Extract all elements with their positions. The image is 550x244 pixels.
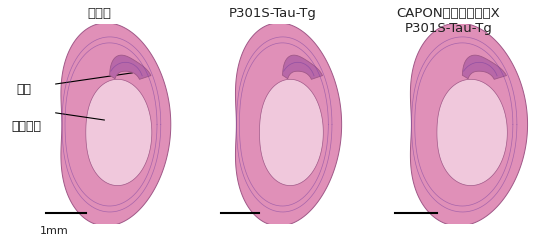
Polygon shape: [61, 23, 170, 226]
Polygon shape: [235, 23, 342, 226]
Polygon shape: [463, 55, 507, 79]
Text: CAPONノックアウトX
P301S-Tau-Tg: CAPONノックアウトX P301S-Tau-Tg: [397, 7, 500, 35]
Polygon shape: [437, 79, 507, 186]
Text: 野生型: 野生型: [87, 7, 111, 20]
Polygon shape: [283, 55, 322, 79]
Text: 1mm: 1mm: [40, 226, 68, 236]
Polygon shape: [86, 79, 152, 186]
Text: 海馬: 海馬: [16, 82, 31, 96]
Text: P301S-Tau-Tg: P301S-Tau-Tg: [228, 7, 316, 20]
Text: 大脳皮質: 大脳皮質: [11, 120, 41, 133]
Polygon shape: [410, 23, 527, 226]
Polygon shape: [260, 79, 323, 186]
Polygon shape: [109, 55, 151, 79]
